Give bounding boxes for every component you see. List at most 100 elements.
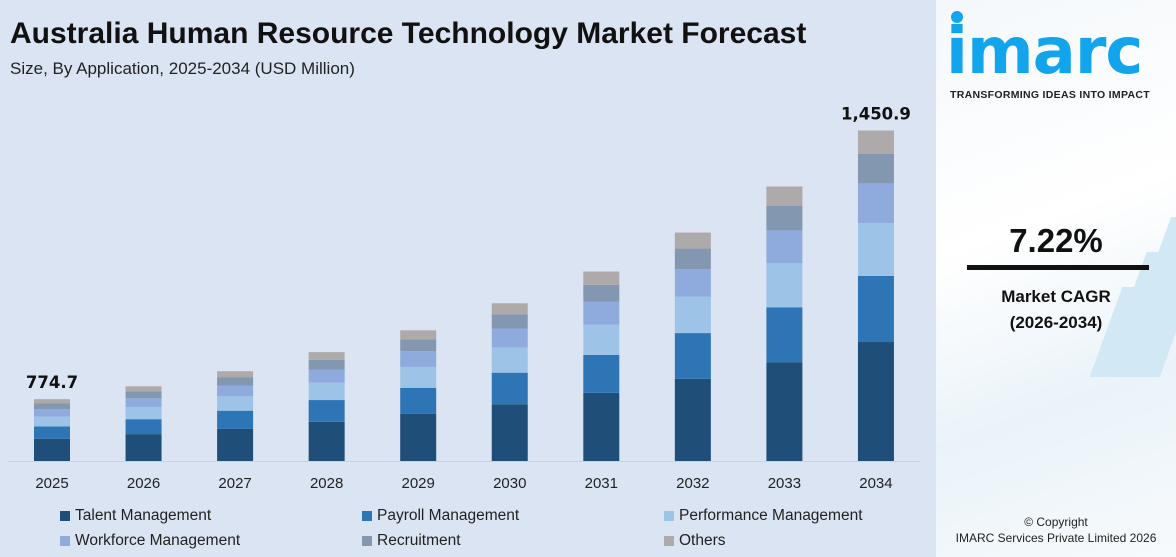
bar-segment-performance-management-2030 [491, 347, 528, 373]
bar-segment-workforce-management-2034 [857, 183, 894, 224]
bar-segment-others-2032 [674, 232, 711, 249]
x-tick-label: 2029 [402, 475, 435, 492]
bar-segment-talent-management-2030 [491, 404, 528, 461]
legend-item-payroll-management: Payroll Management [362, 506, 519, 526]
bar-segment-payroll-management-2027 [217, 410, 254, 429]
chart-subtitle: Size, By Application, 2025-2034 (USD Mil… [10, 59, 355, 78]
chart-panel: Australia Human Resource Technology Mark… [8, 17, 920, 551]
copyright-line-1: © Copyright [1024, 515, 1088, 529]
bar-segment-others-2033 [766, 186, 803, 206]
cagr-label-text: Market CAGR [1001, 287, 1111, 306]
bar-segment-others-2031 [583, 271, 620, 285]
bar-segment-workforce-management-2032 [674, 269, 711, 297]
brand-tagline: TRANSFORMING IDEAS INTO IMPACT [950, 89, 1150, 101]
x-tick-label: 2026 [127, 475, 160, 492]
x-tick-label: 2031 [585, 475, 618, 492]
bar-segment-others-2027 [217, 371, 254, 378]
bar-segment-recruitment-2026 [125, 391, 162, 399]
legend-label: Others [679, 532, 726, 549]
bar-segment-payroll-management-2029 [400, 387, 437, 414]
legend-label: Workforce Management [75, 532, 241, 549]
legend-item-workforce-management: Workforce Management [60, 531, 240, 551]
x-tick-label: 2028 [310, 475, 343, 492]
bar-segment-workforce-management-2030 [491, 328, 528, 348]
bar-segment-workforce-management-2026 [125, 398, 162, 408]
cagr-period: (2026-2034) [1009, 313, 1103, 332]
legend-swatch [60, 536, 70, 546]
bar-segment-talent-management-2026 [125, 434, 162, 461]
x-tick-label: 2034 [859, 475, 892, 492]
bar-segment-payroll-management-2032 [674, 333, 711, 379]
bar-segment-talent-management-2025 [34, 438, 70, 461]
bar-segment-recruitment-2034 [857, 153, 894, 184]
bar-segment-talent-management-2031 [583, 392, 620, 461]
bar-segment-talent-management-2029 [400, 413, 437, 461]
copyright: © Copyright IMARC Services Private Limit… [936, 514, 1176, 546]
legend-swatch [60, 511, 70, 521]
bar-segment-performance-management-2028 [308, 382, 345, 401]
copyright-line-2: IMARC Services Private Limited 2026 [955, 531, 1157, 545]
x-tick-label: 2033 [768, 475, 801, 492]
stacked-bar-chart: 2025 774.7 2026 2027 2028 2029 2030 2031 2032 203… [8, 105, 920, 492]
legend-swatch [362, 511, 372, 521]
bar-segment-workforce-management-2029 [400, 351, 437, 367]
bar-segment-performance-management-2029 [400, 366, 437, 388]
bar-segment-others-2029 [400, 330, 437, 340]
bar-segment-performance-management-2027 [217, 396, 254, 411]
bar-segment-payroll-management-2033 [766, 307, 803, 363]
legend-swatch [362, 536, 372, 546]
legend-label: Performance Management [679, 507, 863, 524]
brand-panel: imarc TRANSFORMING IDEAS INTO IMPACT 7.2… [936, 0, 1176, 557]
bar-segment-recruitment-2029 [400, 339, 437, 352]
legend-label: Payroll Management [377, 507, 520, 524]
bar-segment-workforce-management-2025 [34, 409, 70, 417]
bar-segment-workforce-management-2028 [308, 369, 345, 383]
bar-segment-workforce-management-2031 [583, 301, 620, 325]
bar-segment-recruitment-2027 [217, 377, 254, 386]
bar-segment-payroll-management-2026 [125, 419, 162, 435]
bar-segment-workforce-management-2027 [217, 385, 254, 397]
bar-segment-recruitment-2025 [34, 403, 70, 410]
bar-segment-talent-management-2028 [308, 421, 345, 461]
bar-segment-payroll-management-2028 [308, 400, 345, 422]
bar-segment-others-2034 [857, 130, 894, 154]
bar-segment-talent-management-2027 [217, 428, 254, 461]
bar-segment-recruitment-2028 [308, 359, 345, 370]
logo-dot [951, 11, 963, 23]
bar-segment-payroll-management-2025 [34, 426, 70, 439]
chart-title: Australia Human Resource Technology Mark… [10, 17, 807, 50]
bar-segment-payroll-management-2030 [491, 372, 528, 405]
x-tick-label: 2025 [35, 475, 68, 492]
legend-label: Talent Management [75, 507, 212, 524]
bar-segment-performance-management-2034 [857, 223, 894, 276]
data-label-2025: 774.7 [26, 373, 78, 392]
bar-segment-others-2028 [308, 352, 345, 360]
cagr-label: Market CAGR (2026-2034) [936, 284, 1176, 336]
imarc-logo: imarc [946, 15, 1143, 89]
x-tick-label: 2027 [218, 475, 251, 492]
bar-segment-performance-management-2032 [674, 296, 711, 334]
bar-segment-recruitment-2032 [674, 248, 711, 270]
legend-label: Recruitment [377, 532, 461, 549]
bar-segment-performance-management-2031 [583, 324, 620, 355]
x-tick-label: 2030 [493, 475, 526, 492]
bar-segment-performance-management-2025 [34, 416, 70, 427]
cagr-divider [967, 265, 1149, 270]
bar-segment-others-2030 [491, 303, 528, 315]
legend-swatch [664, 511, 674, 521]
bar-segment-payroll-management-2034 [857, 275, 894, 343]
bar-segment-workforce-management-2033 [766, 230, 803, 264]
bar-segment-recruitment-2030 [491, 314, 528, 329]
x-tick-label: 2032 [676, 475, 709, 492]
bar-segment-talent-management-2033 [766, 362, 803, 461]
bar-segment-recruitment-2031 [583, 284, 620, 302]
bar-segment-others-2025 [34, 399, 70, 404]
legend-item-recruitment: Recruitment [362, 531, 461, 551]
bar-segment-talent-management-2034 [857, 342, 894, 461]
legend-swatch [664, 536, 674, 546]
bar-segment-talent-management-2032 [674, 378, 711, 461]
legend-item-talent-management: Talent Management [60, 506, 211, 526]
bar-segment-payroll-management-2031 [583, 354, 620, 393]
data-label-2034: 1,450.9 [841, 105, 911, 124]
bar-segment-others-2026 [125, 386, 162, 392]
